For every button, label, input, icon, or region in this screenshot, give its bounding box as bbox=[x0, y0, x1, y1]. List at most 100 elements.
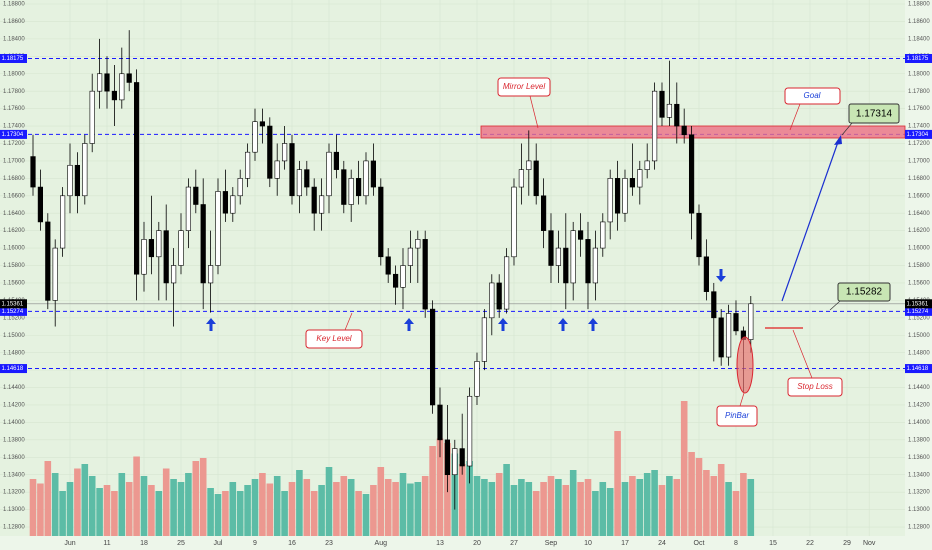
y-tick-label: 1.18600 bbox=[908, 19, 930, 25]
candle-body bbox=[703, 256, 709, 292]
goal-label: Goal bbox=[804, 91, 821, 100]
volume-bar bbox=[222, 491, 229, 536]
y-tick-label: 1.17800 bbox=[908, 89, 930, 95]
candle-body bbox=[629, 178, 635, 188]
right-axis-strip bbox=[905, 0, 932, 550]
level-tag bbox=[905, 364, 932, 374]
note-box bbox=[716, 405, 758, 427]
level-tag bbox=[0, 129, 27, 139]
y-tick-label: 1.17400 bbox=[3, 124, 25, 130]
candle-body bbox=[267, 125, 273, 179]
y-tick-label: 1.17400 bbox=[908, 124, 930, 130]
volume-bar bbox=[740, 473, 747, 536]
pointer bbox=[529, 95, 539, 129]
candle-body bbox=[466, 395, 473, 467]
y-tick-label: 1.14400 bbox=[3, 385, 25, 391]
volume-bar bbox=[140, 476, 148, 536]
candle-body bbox=[378, 186, 384, 258]
up-arrow bbox=[498, 318, 508, 331]
candle-body bbox=[718, 317, 724, 358]
candle-body bbox=[370, 160, 376, 188]
candle-body bbox=[503, 256, 510, 310]
volume-bar bbox=[340, 476, 348, 536]
volume-bar bbox=[303, 479, 311, 536]
candle-body bbox=[600, 221, 606, 249]
candle-body bbox=[496, 282, 502, 310]
x-tick-label: 22 bbox=[806, 540, 814, 547]
candle-body bbox=[104, 73, 110, 92]
volume-bar bbox=[695, 458, 703, 536]
y-tick-label: 1.13200 bbox=[908, 490, 930, 496]
volume-bar bbox=[510, 485, 518, 536]
volume-bar bbox=[540, 482, 547, 536]
stop-loss-label: Stop Loss bbox=[797, 382, 833, 391]
candle-body bbox=[733, 313, 739, 332]
y-tick-label: 1.16000 bbox=[3, 246, 25, 252]
candle-body bbox=[341, 169, 347, 205]
candle-body bbox=[696, 212, 702, 258]
y-tick-label: 1.13600 bbox=[908, 455, 930, 461]
volume-bar bbox=[355, 491, 362, 536]
pointer bbox=[829, 300, 841, 311]
candle-body bbox=[518, 169, 524, 188]
y-tick-label: 1.16400 bbox=[908, 211, 930, 217]
projection bbox=[781, 141, 839, 302]
level-tag bbox=[905, 129, 932, 139]
y-tick-label: 1.17000 bbox=[908, 158, 930, 164]
entry-box bbox=[837, 282, 891, 302]
volume-bar bbox=[259, 473, 266, 536]
volume-bar bbox=[37, 483, 44, 536]
volume-bar bbox=[51, 473, 59, 536]
y-tick-label: 1.13600 bbox=[3, 455, 25, 461]
candle-body bbox=[422, 239, 428, 310]
target-label: 1.17314 bbox=[856, 109, 893, 120]
volume-bar bbox=[592, 491, 599, 536]
y-tick-label: 1.16000 bbox=[908, 246, 930, 252]
volume-bar bbox=[680, 401, 688, 536]
volume-bar bbox=[436, 438, 444, 536]
candle-body bbox=[659, 90, 665, 118]
candle-body bbox=[89, 90, 95, 144]
volume-bar bbox=[725, 482, 732, 536]
level-tag-label: 1.14618 bbox=[2, 366, 24, 372]
candle-body bbox=[540, 195, 547, 231]
note-box bbox=[497, 77, 551, 97]
candle-body bbox=[318, 195, 325, 214]
candle-body bbox=[681, 125, 687, 136]
y-tick-label: 1.14200 bbox=[908, 403, 930, 409]
volume-bar bbox=[599, 482, 607, 536]
x-tick-label: 23 bbox=[325, 540, 333, 547]
y-tick-label: 1.14400 bbox=[908, 385, 930, 391]
volume-bar bbox=[503, 464, 510, 536]
level-tag bbox=[0, 364, 27, 374]
volume-bar bbox=[414, 482, 422, 536]
volume-bar bbox=[651, 470, 658, 536]
level-tag bbox=[0, 53, 27, 63]
volume-bar bbox=[177, 482, 185, 536]
candle-body bbox=[622, 178, 628, 214]
volume-bar bbox=[643, 473, 651, 536]
volume-bar bbox=[621, 482, 629, 536]
y-tick-label: 1.18000 bbox=[3, 71, 25, 77]
candle-body bbox=[489, 282, 495, 319]
volume-bar bbox=[66, 482, 74, 536]
candle-body bbox=[614, 178, 621, 214]
candle-body bbox=[67, 164, 73, 197]
y-tick-label: 1.12800 bbox=[908, 525, 930, 531]
candle-body bbox=[193, 186, 199, 205]
candle-body bbox=[592, 247, 598, 284]
x-axis-strip bbox=[0, 536, 905, 550]
candle-body bbox=[651, 90, 658, 162]
volume-bar bbox=[214, 494, 222, 536]
volume-bar bbox=[162, 468, 170, 536]
y-tick-label: 1.15800 bbox=[3, 263, 25, 269]
note-box bbox=[787, 377, 843, 397]
y-tick-label: 1.14800 bbox=[3, 350, 25, 356]
volume-bar bbox=[703, 470, 710, 536]
candle-body bbox=[585, 239, 591, 284]
volume-bar bbox=[207, 488, 214, 536]
volume-bar bbox=[370, 485, 377, 536]
projection-head bbox=[834, 135, 842, 145]
key-level-label: Key Level bbox=[316, 334, 351, 343]
mirror-label: Mirror Level bbox=[503, 82, 545, 91]
